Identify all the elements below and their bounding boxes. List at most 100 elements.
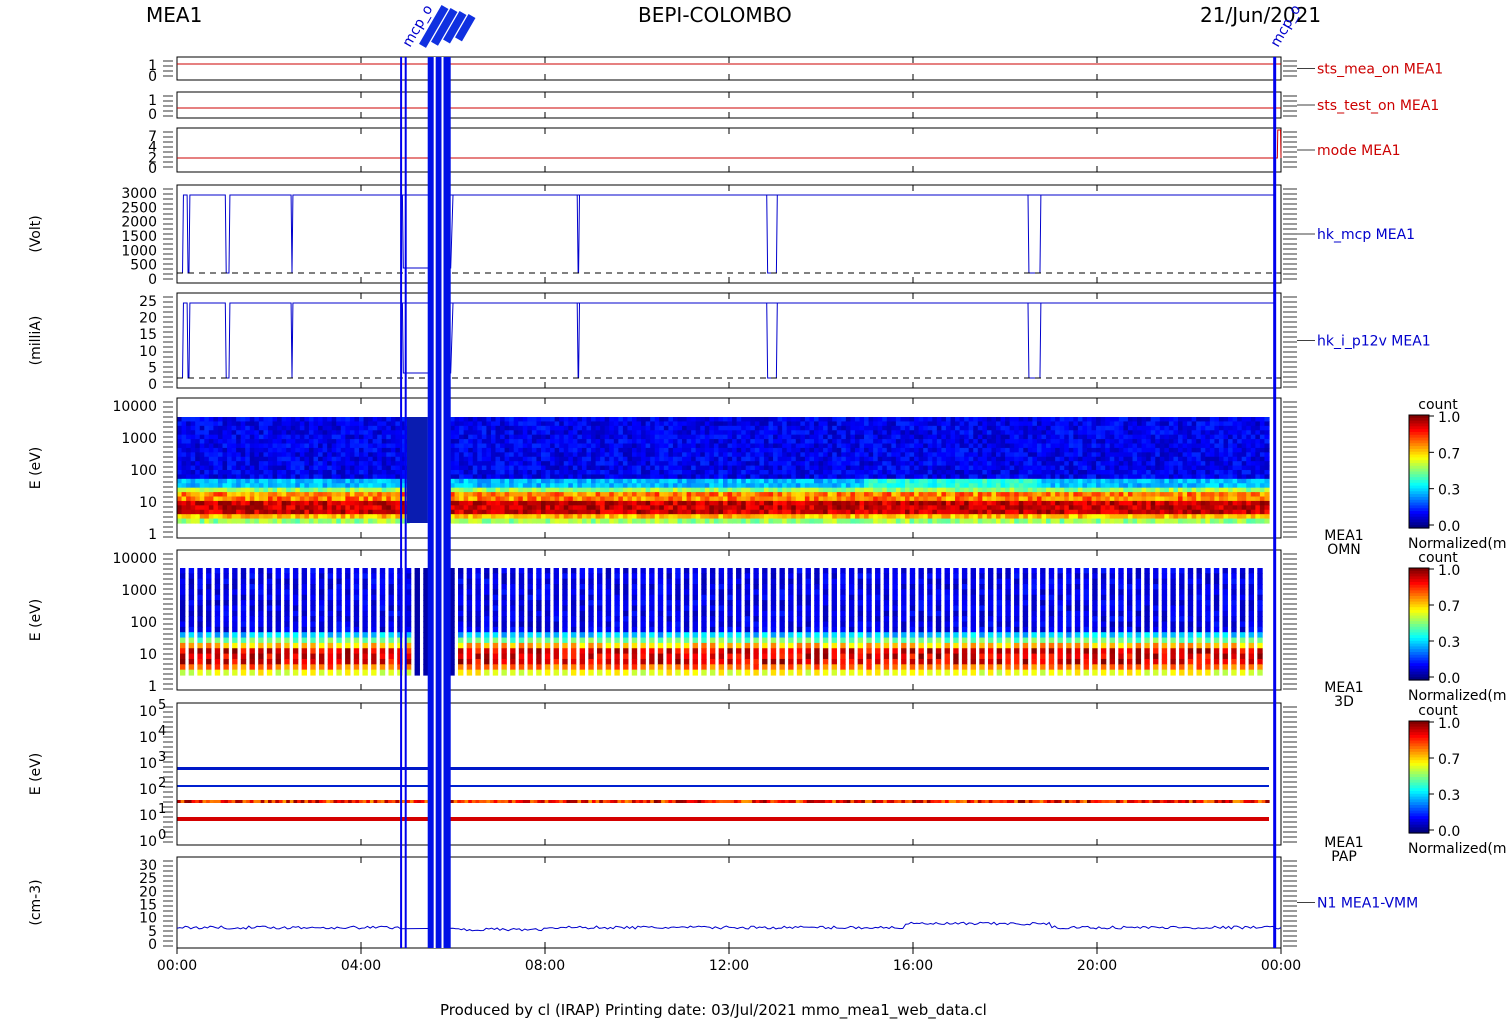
ytick-exponent: 5 bbox=[158, 698, 166, 713]
ytick-label: 10 bbox=[139, 647, 157, 663]
omn-spectrogram bbox=[177, 417, 1270, 524]
ytick-label: 10 bbox=[139, 495, 157, 511]
ytick-label: 1 bbox=[148, 679, 157, 695]
ytick-exponent: 0 bbox=[158, 828, 166, 843]
time-tick-label: 08:00 bbox=[525, 958, 565, 974]
ytick-label: 10 bbox=[139, 344, 157, 360]
ytick-label: 3000 bbox=[121, 186, 157, 202]
panel-name: sts_test_on MEA1 bbox=[1317, 98, 1439, 114]
ytick-label: 20 bbox=[139, 884, 157, 900]
ytick-label: 20 bbox=[139, 311, 157, 327]
colorbar-1 bbox=[1408, 414, 1434, 529]
ytick-label: 0 bbox=[148, 161, 157, 177]
ytick-label: 10 bbox=[139, 808, 157, 824]
panel-name-line1: MEA1 bbox=[1324, 835, 1363, 851]
colorbar-tick: 0.3 bbox=[1438, 635, 1460, 651]
ytick-label: 25 bbox=[139, 871, 157, 887]
panel-name-line1: MEA1 bbox=[1324, 528, 1363, 544]
ytick-label: 500 bbox=[130, 258, 157, 274]
panel-7 bbox=[163, 549, 1297, 691]
ytick-label: 5 bbox=[148, 924, 157, 940]
colorbar-unit: Normalized(m bbox=[1408, 841, 1507, 857]
header-date: 21/Jun/2021 bbox=[1200, 3, 1321, 27]
colorbar-unit: Normalized(m bbox=[1408, 536, 1507, 552]
colorbar-tick: 0.0 bbox=[1438, 519, 1460, 535]
ytick-label: 15 bbox=[139, 898, 157, 914]
panel-name: N1 MEA1-VMM bbox=[1317, 896, 1418, 912]
colorbar-tick: 0.0 bbox=[1438, 824, 1460, 840]
ytick-exponent: 1 bbox=[158, 802, 166, 817]
time-tick-label: 12:00 bbox=[709, 958, 749, 974]
colorbar-tick: 0.7 bbox=[1438, 599, 1460, 615]
panel-1 bbox=[163, 56, 1315, 81]
colorbar-tick: 1.0 bbox=[1438, 410, 1460, 426]
ytick-label: 2000 bbox=[121, 215, 157, 231]
colorbar-2 bbox=[1408, 567, 1434, 681]
ytick-label: 1500 bbox=[121, 229, 157, 245]
ytick-label: 10 bbox=[139, 704, 157, 720]
ytick-exponent: 3 bbox=[158, 750, 166, 765]
ytick-label: 1000 bbox=[121, 243, 157, 259]
header-center: BEPI-COLOMBO bbox=[638, 3, 792, 27]
panel-name-line1: MEA1 bbox=[1324, 680, 1363, 696]
colorbar-title: count bbox=[1418, 550, 1458, 566]
ytick-label: 1 bbox=[148, 93, 157, 109]
colorbar-tick: 0.3 bbox=[1438, 788, 1460, 804]
ytick-label: 0 bbox=[148, 377, 157, 393]
colorbar-title: count bbox=[1418, 703, 1458, 719]
hk-i-p12v-line bbox=[177, 302, 1281, 379]
ytick-label: 10 bbox=[139, 756, 157, 772]
time-tick-label: 16:00 bbox=[893, 958, 933, 974]
colorbar-tick: 0.0 bbox=[1438, 671, 1460, 687]
ytick-label: 2500 bbox=[121, 200, 157, 216]
ytick-label: 0 bbox=[148, 937, 157, 953]
header-left: MEA1 bbox=[146, 3, 202, 27]
colorbar-tick: 0.7 bbox=[1438, 752, 1460, 768]
panel-name-line2: 3D bbox=[1334, 694, 1354, 710]
colorbar-title: count bbox=[1418, 397, 1458, 413]
ytick-label: 7 bbox=[148, 129, 157, 145]
time-tick-label: 00:00 bbox=[157, 958, 197, 974]
ylabel: (milliA) bbox=[28, 316, 44, 366]
ytick-label: 10000 bbox=[112, 551, 157, 567]
panel-8 bbox=[163, 702, 1297, 846]
colorbar-tick: 1.0 bbox=[1438, 563, 1460, 579]
ytick-label: 100 bbox=[130, 463, 157, 479]
ytick-label: 10000 bbox=[112, 399, 157, 415]
panel-9 bbox=[163, 856, 1315, 949]
panel-name: hk_i_p12v MEA1 bbox=[1317, 334, 1431, 350]
ytick-label: 4 bbox=[148, 140, 157, 156]
ytick-label: 100 bbox=[130, 615, 157, 631]
ytick-label: 1000 bbox=[121, 583, 157, 599]
ytick-exponent: 2 bbox=[158, 776, 166, 791]
panel-name-line2: PAP bbox=[1331, 849, 1357, 865]
mode-line bbox=[177, 129, 1282, 159]
panel-name-line2: OMN bbox=[1327, 542, 1361, 558]
ytick-label: 30 bbox=[139, 858, 157, 874]
ytick-label: 5 bbox=[148, 360, 157, 376]
ytick-label: 1000 bbox=[121, 431, 157, 447]
ylabel: E (eV) bbox=[28, 753, 44, 795]
pap-spectrogram bbox=[177, 767, 1270, 821]
ytick-label: 10 bbox=[139, 782, 157, 798]
ytick-label: 0 bbox=[148, 107, 157, 123]
ylabel: E (eV) bbox=[28, 447, 44, 489]
colorbar-tick: 0.3 bbox=[1438, 483, 1460, 499]
ytick-label: 10 bbox=[139, 911, 157, 927]
ytick-label: 0 bbox=[148, 272, 157, 288]
ytick-label: 10 bbox=[139, 834, 157, 850]
panel-5 bbox=[163, 292, 1315, 389]
panel-2 bbox=[163, 91, 1315, 119]
ytick-label: 0 bbox=[148, 69, 157, 85]
time-tick-label: 00:00 bbox=[1261, 958, 1301, 974]
ytick-exponent: 4 bbox=[158, 724, 166, 739]
colorbar-3 bbox=[1408, 720, 1434, 834]
ytick-label: 25 bbox=[139, 294, 157, 310]
panel-name: mode MEA1 bbox=[1317, 143, 1401, 159]
3d-spectrogram bbox=[180, 568, 1263, 676]
colorbar-unit: Normalized(m bbox=[1408, 688, 1507, 704]
ylabel: (cm-3) bbox=[28, 879, 44, 925]
colorbar-tick: 0.7 bbox=[1438, 446, 1460, 462]
panel-name: sts_mea_on MEA1 bbox=[1317, 62, 1443, 78]
